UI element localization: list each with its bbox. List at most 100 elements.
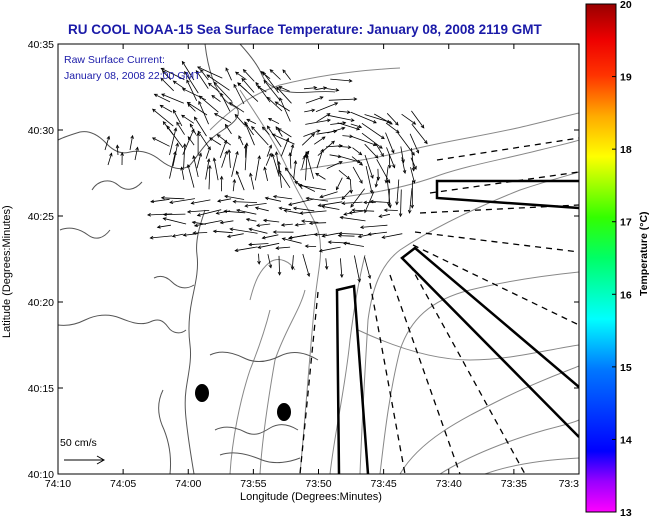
current-vector	[313, 232, 327, 237]
current-vector	[275, 126, 283, 137]
current-vector	[315, 102, 339, 112]
current-vector	[376, 159, 391, 184]
current-vector	[374, 113, 393, 125]
colorbar-label: Temperature (°C)	[638, 211, 650, 296]
current-vector	[194, 116, 207, 137]
current-vector	[263, 166, 268, 181]
current-vector	[337, 233, 355, 238]
y-axis-label: Latitude (Degrees:Minutes)	[1, 205, 13, 338]
current-vector	[283, 209, 302, 215]
current-vector	[387, 188, 391, 207]
current-vector	[292, 206, 315, 212]
current-vector	[169, 150, 177, 179]
current-vector	[305, 96, 324, 104]
current-vector	[267, 254, 273, 269]
current-vector	[267, 118, 280, 125]
current-vector	[364, 256, 372, 280]
current-vector	[288, 152, 292, 169]
current-vector	[186, 79, 198, 101]
current-vector	[381, 233, 403, 239]
current-vector	[257, 253, 261, 265]
current-vector	[161, 93, 184, 104]
current-vector	[298, 184, 327, 191]
current-vector	[166, 125, 184, 149]
y-tick-label: 40:25	[28, 211, 54, 223]
current-vector	[227, 149, 232, 168]
current-vector	[237, 82, 259, 102]
temperature-colorbar: 13 14 15 16 17 18 19 20 Temperature (°C)	[585, 0, 650, 518]
current-vector	[189, 123, 197, 135]
current-vector	[409, 133, 420, 154]
current-vector	[207, 82, 220, 93]
current-vector	[115, 144, 120, 156]
current-vector	[234, 246, 258, 253]
current-vector	[181, 60, 195, 81]
surface-current-vectors	[104, 60, 428, 283]
current-vector	[264, 196, 282, 202]
current-vector	[234, 71, 247, 81]
current-vector	[234, 113, 245, 126]
current-vector	[209, 137, 222, 146]
current-vector	[330, 121, 347, 125]
current-vector	[216, 134, 231, 146]
current-vector	[192, 155, 199, 177]
current-vector	[196, 66, 223, 79]
current-vector	[228, 102, 245, 113]
x-tick-label: 73:50	[305, 478, 331, 490]
current-vector	[242, 69, 255, 82]
current-vector	[341, 201, 363, 205]
current-vector	[281, 237, 302, 244]
current-vector	[364, 154, 374, 179]
current-vector	[229, 227, 258, 234]
current-vector	[350, 135, 378, 147]
scale-label: 50 cm/s	[60, 437, 97, 449]
current-vector	[217, 198, 232, 203]
current-vector	[213, 81, 233, 102]
current-vector	[386, 147, 396, 169]
current-vector	[383, 208, 398, 212]
scale-reference: 50 cm/s	[60, 437, 106, 465]
current-vector	[338, 231, 364, 236]
current-vector	[220, 92, 231, 112]
y-tick-label: 40:30	[28, 125, 54, 137]
current-vector	[262, 71, 279, 93]
current-vector	[301, 132, 316, 146]
current-vector	[104, 135, 111, 151]
current-vector	[338, 110, 351, 114]
current-vector	[176, 121, 185, 135]
current-vector	[398, 189, 403, 218]
current-vector	[277, 255, 282, 276]
current-vector	[251, 126, 269, 146]
current-vector	[335, 177, 343, 191]
current-vector	[190, 199, 211, 205]
current-vector	[387, 154, 392, 169]
current-vector	[192, 231, 208, 235]
current-vector	[326, 161, 343, 169]
colorbar-tick-label: 20	[620, 0, 632, 11]
current-vector	[385, 132, 395, 154]
current-vector	[182, 143, 187, 169]
annotation-line-2: January 08, 2008 22:00 GMT	[64, 70, 201, 82]
current-vector	[317, 140, 335, 156]
current-vector	[411, 110, 425, 129]
current-vector	[369, 199, 390, 204]
current-vector	[134, 146, 139, 161]
current-vector	[172, 80, 186, 90]
current-vector	[151, 137, 170, 147]
current-vector	[330, 78, 353, 83]
current-vector	[303, 129, 321, 137]
current-vector	[244, 122, 255, 146]
current-vector	[359, 224, 388, 229]
current-vector	[301, 219, 319, 223]
current-vector	[375, 143, 384, 157]
current-vector	[280, 223, 293, 227]
current-vector	[244, 203, 267, 208]
current-vector	[411, 123, 428, 145]
x-axis-label: Longitude (Degrees:Minutes)	[240, 491, 382, 503]
current-vector	[350, 188, 365, 208]
colorbar-tick-label: 15	[620, 362, 632, 374]
radial-dashed-lines	[299, 137, 579, 474]
current-vector	[339, 215, 366, 222]
current-vector	[195, 69, 209, 89]
